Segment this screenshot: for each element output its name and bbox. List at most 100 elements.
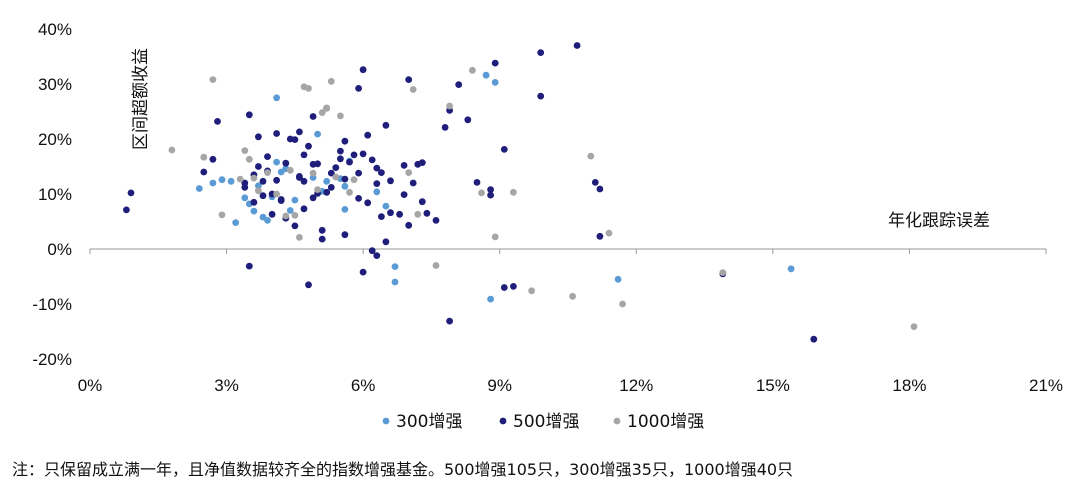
data-point (123, 206, 130, 214)
data-point (359, 66, 367, 74)
data-point (346, 158, 353, 166)
data-point (323, 104, 331, 112)
data-point (168, 146, 176, 154)
data-point (200, 153, 208, 161)
data-point (537, 49, 545, 56)
data-point (373, 252, 381, 259)
legend-marker (499, 417, 507, 425)
data-point (305, 281, 312, 289)
data-point (510, 283, 517, 290)
data-point (387, 209, 394, 217)
data-point (291, 222, 299, 230)
data-point (296, 173, 303, 180)
data-point (418, 198, 426, 206)
data-point (264, 217, 271, 224)
data-point (227, 177, 235, 185)
y-tick-label: -10% (32, 295, 72, 314)
data-point (286, 207, 294, 214)
data-point (350, 176, 358, 184)
data-point (291, 136, 299, 144)
data-point (596, 185, 604, 193)
data-point (614, 275, 622, 283)
data-point (259, 192, 267, 200)
data-point (245, 111, 253, 119)
x-tick-label: 12% (619, 376, 653, 395)
data-point (127, 189, 135, 197)
data-point (373, 188, 381, 196)
data-point (300, 205, 308, 213)
data-point (487, 191, 494, 199)
data-point (418, 159, 426, 167)
data-point (195, 185, 203, 192)
data-point (400, 191, 408, 199)
data-point (264, 153, 271, 161)
data-point (414, 210, 422, 218)
data-point (341, 175, 349, 183)
y-tick-label: -20% (32, 350, 72, 369)
data-point (378, 169, 385, 177)
data-point (273, 94, 280, 102)
data-point (482, 71, 490, 79)
legend-marker (382, 417, 390, 425)
data-point (364, 131, 372, 139)
data-point (405, 221, 413, 229)
data-point (619, 300, 626, 308)
data-point (314, 130, 321, 138)
data-point (355, 85, 362, 92)
data-point (273, 158, 280, 166)
data-point (296, 234, 303, 241)
data-point (446, 317, 453, 325)
data-point (368, 247, 376, 255)
data-point (432, 262, 440, 269)
x-tick-label: 18% (892, 376, 926, 395)
data-point (268, 210, 276, 218)
data-point (359, 268, 367, 276)
data-point (296, 128, 303, 136)
data-point (500, 284, 508, 291)
data-point (241, 147, 249, 155)
data-point (300, 151, 308, 159)
x-tick-label: 15% (756, 376, 790, 395)
data-point (318, 109, 326, 116)
data-point (286, 166, 294, 174)
data-point (318, 226, 326, 234)
data-point (341, 206, 349, 213)
data-point (487, 186, 494, 194)
data-point (391, 263, 399, 270)
data-point (232, 219, 240, 227)
data-point (373, 180, 381, 188)
data-point (245, 155, 253, 163)
x-tick-label: 6% (351, 376, 376, 395)
data-point (910, 323, 918, 330)
data-point (314, 160, 321, 168)
y-tick-label: 40% (38, 20, 72, 39)
data-point (318, 235, 326, 243)
data-point (273, 176, 280, 184)
data-point (305, 85, 312, 92)
data-point (323, 188, 331, 196)
data-point (209, 76, 217, 83)
data-point (291, 196, 299, 204)
legend-label: 500增强 (513, 412, 579, 432)
x-axis-title: 年化跟踪误差 (888, 211, 990, 231)
data-point (218, 176, 226, 184)
data-point (591, 179, 599, 186)
data-point (341, 137, 349, 145)
data-point (255, 163, 262, 170)
y-tick-label: 20% (38, 130, 72, 149)
data-point (300, 177, 308, 185)
data-point (409, 86, 417, 93)
data-point (491, 233, 499, 241)
data-point (200, 168, 208, 176)
data-point (587, 152, 595, 160)
data-point (605, 229, 613, 237)
data-points (123, 42, 918, 343)
data-point (327, 77, 335, 85)
legend-label: 300增强 (396, 412, 462, 432)
legend-label: 1000增强 (627, 412, 704, 432)
data-point (396, 210, 403, 218)
legend: 300增强 500增强 1000增强 (382, 412, 704, 432)
data-point (719, 269, 727, 276)
y-tick-label: 30% (38, 75, 72, 94)
